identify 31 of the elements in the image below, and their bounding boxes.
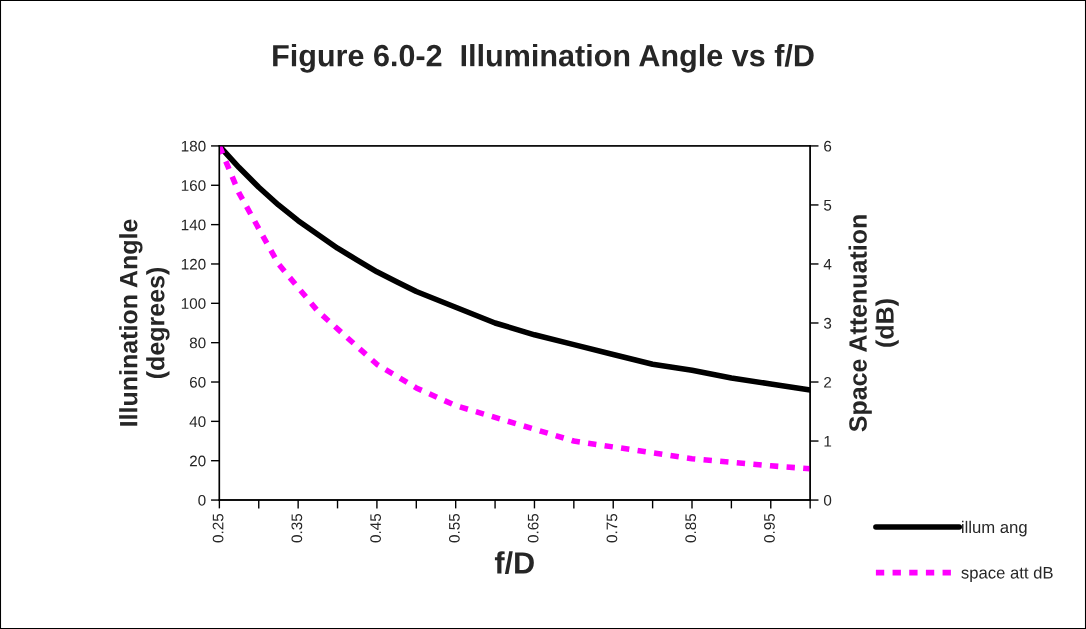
y-tick-label: 180	[181, 140, 206, 152]
y-tick-label: 60	[189, 376, 206, 388]
y2-tick-label: 5	[823, 199, 832, 211]
y-tick-label: 100	[181, 298, 206, 309]
x-tick-label: 0.95	[764, 513, 775, 543]
x-tick-label: 0.65	[527, 513, 539, 543]
y-tick-label: 140	[181, 219, 206, 231]
x-tick-label: 0.45	[370, 513, 382, 543]
y2-tick-label: 3	[823, 317, 832, 329]
x-axis-title: f/D	[494, 551, 534, 575]
y-tick-label: 80	[189, 337, 206, 349]
y-tick-label: 0	[198, 494, 206, 506]
x-tick-label: 0.35	[291, 513, 303, 543]
y-tick-label: 40	[189, 416, 206, 428]
x-tick-label: 0.75	[606, 513, 618, 543]
y-tick-label: 160	[181, 180, 206, 191]
y2-tick-label: 2	[824, 376, 832, 388]
y-tick-label: 120	[181, 258, 206, 270]
y2-tick-label: 0	[823, 494, 832, 506]
y2-tick-label: 4	[823, 259, 832, 270]
y2-tick-label: 6	[824, 140, 832, 152]
chart-title: Figure 6.0-2 Illumination Angle vs f/D	[273, 44, 814, 73]
legend-label: space att dB	[961, 566, 1053, 582]
legend-label: illum ang	[962, 520, 1027, 537]
x-tick-label: 0.55	[448, 513, 460, 543]
x-tick-label: 0.85	[685, 513, 697, 543]
x-tick-label: 0.25	[212, 513, 224, 543]
y2-tick-label: 1	[824, 436, 832, 447]
y2-axis-title: Space Attenuation (dB)	[848, 215, 899, 432]
y-tick-label: 20	[189, 455, 206, 467]
y-axis-title: Illunination Angle (degrees)	[119, 219, 170, 426]
